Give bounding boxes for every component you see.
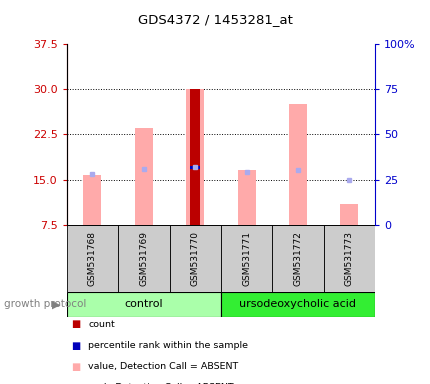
Text: value, Detection Call = ABSENT: value, Detection Call = ABSENT <box>88 362 238 371</box>
Text: ▶: ▶ <box>52 299 60 310</box>
Bar <box>169 225 220 292</box>
Text: GSM531773: GSM531773 <box>344 231 353 286</box>
Text: percentile rank within the sample: percentile rank within the sample <box>88 341 248 350</box>
Bar <box>67 292 221 317</box>
Text: GSM531768: GSM531768 <box>88 231 97 286</box>
Text: ■: ■ <box>71 319 80 329</box>
Bar <box>220 225 272 292</box>
Text: GSM531772: GSM531772 <box>293 231 302 286</box>
Text: rank, Detection Call = ABSENT: rank, Detection Call = ABSENT <box>88 383 233 384</box>
Text: GDS4372 / 1453281_at: GDS4372 / 1453281_at <box>138 13 292 26</box>
Text: GSM531770: GSM531770 <box>190 231 199 286</box>
Bar <box>237 170 255 225</box>
Bar <box>340 204 357 225</box>
Bar <box>190 166 200 169</box>
Text: ■: ■ <box>71 383 80 384</box>
Bar <box>288 104 306 225</box>
Text: count: count <box>88 320 115 329</box>
Bar <box>323 225 374 292</box>
Text: ursodeoxycholic acid: ursodeoxycholic acid <box>239 299 356 310</box>
Bar <box>272 225 323 292</box>
Text: growth protocol: growth protocol <box>4 299 86 310</box>
Bar <box>186 89 204 225</box>
Bar <box>67 225 118 292</box>
Bar <box>220 292 374 317</box>
Bar <box>118 225 169 292</box>
Bar <box>190 89 200 225</box>
Text: GSM531771: GSM531771 <box>242 231 251 286</box>
Text: ■: ■ <box>71 362 80 372</box>
Text: ■: ■ <box>71 341 80 351</box>
Bar <box>135 128 153 225</box>
Bar <box>83 175 101 225</box>
Text: GSM531769: GSM531769 <box>139 231 148 286</box>
Text: control: control <box>124 299 163 310</box>
